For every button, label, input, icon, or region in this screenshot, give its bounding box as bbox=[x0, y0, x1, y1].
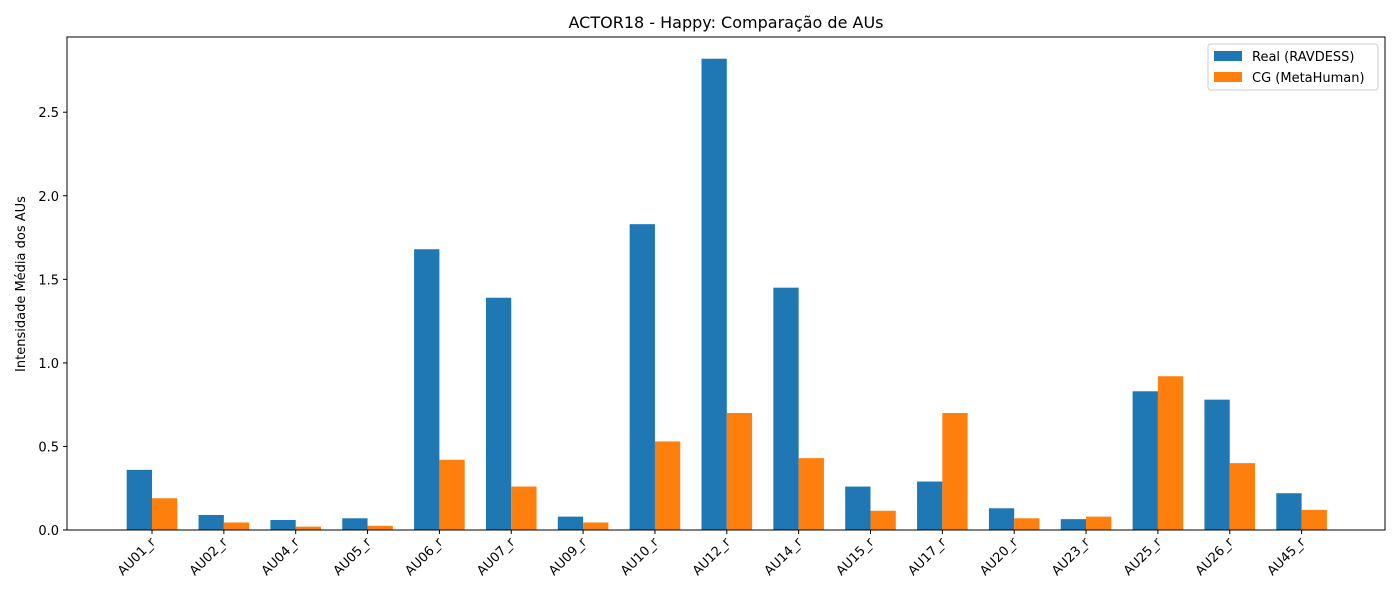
x-tick-label: AU45_r bbox=[1265, 535, 1309, 579]
x-tick-label: AU17_r bbox=[905, 535, 949, 579]
bar-real-au17-r bbox=[917, 481, 943, 530]
bar-cg-au06-r bbox=[439, 459, 465, 530]
bar-real-au23-r bbox=[1060, 519, 1087, 530]
bar-real-au10-r bbox=[629, 224, 655, 531]
bar-real-au01-r bbox=[126, 469, 152, 530]
x-tick-label: AU01_r bbox=[115, 535, 159, 579]
bar-cg-au10-r bbox=[654, 441, 681, 530]
bar-cg-au45-r bbox=[1301, 509, 1327, 530]
x-tick-label: AU10_r bbox=[618, 535, 662, 579]
bar-real-au25-r bbox=[1132, 391, 1158, 530]
bar-cg-au04-r bbox=[295, 526, 321, 530]
y-tick-label: 0.5 bbox=[38, 440, 59, 455]
bar-cg-au23-r bbox=[1086, 516, 1112, 530]
bar-cg-au01-r bbox=[152, 498, 178, 530]
bar-cg-au07-r bbox=[511, 486, 537, 530]
legend: Real (RAVDESS) CG (MetaHuman) bbox=[1207, 43, 1379, 91]
bar-cg-au15-r bbox=[870, 510, 896, 530]
bar-real-au45-r bbox=[1276, 493, 1302, 530]
x-tick-label: AU25_r bbox=[1121, 535, 1165, 579]
bar-real-au12-r bbox=[701, 58, 727, 530]
y-tick-label: 1.0 bbox=[38, 357, 59, 372]
y-axis-title: Intensidade Média dos AUs bbox=[14, 196, 29, 372]
x-tick-label: AU09_r bbox=[546, 535, 590, 579]
bar-real-au05-r bbox=[342, 518, 368, 530]
bar-cg-au20-r bbox=[1014, 518, 1040, 530]
bar-cg-au09-r bbox=[583, 522, 609, 530]
legend-swatch-real bbox=[1214, 51, 1242, 61]
y-tick-label: 2.0 bbox=[38, 190, 59, 205]
x-tick-label: AU07_r bbox=[474, 535, 518, 579]
x-tick-label: AU15_r bbox=[834, 535, 878, 579]
bar-real-au04-r bbox=[270, 519, 296, 530]
x-tick-label: AU23_r bbox=[1049, 535, 1093, 579]
x-tick-label: AU06_r bbox=[403, 535, 447, 579]
y-tick-label: 0.0 bbox=[38, 524, 59, 539]
chart-title: ACTOR18 - Happy: Comparação de AUs bbox=[569, 13, 884, 32]
y-tick-label: 1.5 bbox=[38, 273, 59, 288]
x-tick-label: AU14_r bbox=[762, 535, 806, 579]
plot-frame bbox=[66, 36, 1386, 531]
x-tick-label: AU02_r bbox=[187, 535, 231, 579]
bar-cg-au02-r bbox=[223, 522, 250, 530]
bar-real-au26-r bbox=[1204, 399, 1230, 530]
bar-cg-au12-r bbox=[726, 413, 753, 530]
bar-real-au07-r bbox=[485, 297, 512, 530]
bar-real-au06-r bbox=[414, 249, 440, 531]
x-tick-label: AU26_r bbox=[1193, 535, 1237, 579]
bars-group bbox=[126, 58, 1327, 531]
x-tick-label: AU05_r bbox=[331, 535, 375, 579]
legend-box bbox=[1207, 43, 1379, 91]
x-tick-label: AU12_r bbox=[690, 535, 734, 579]
x-tick-label: AU04_r bbox=[259, 535, 303, 579]
legend-label-real: Real (RAVDESS) bbox=[1252, 50, 1355, 65]
bar-real-au15-r bbox=[845, 486, 871, 530]
y-tick-label: 2.5 bbox=[38, 106, 59, 121]
bar-cg-au17-r bbox=[942, 413, 968, 530]
legend-label-cg: CG (MetaHuman) bbox=[1252, 71, 1365, 86]
y-axis: 0.0 0.5 1.0 1.5 2.0 2.5 bbox=[38, 106, 67, 539]
bar-cg-au05-r bbox=[367, 525, 393, 530]
x-axis: AU01_r AU02_r AU04_r AU05_r AU06_r AU07_r AU09… bbox=[115, 530, 1309, 579]
bar-real-au20-r bbox=[988, 508, 1015, 530]
bar-real-au02-r bbox=[198, 514, 224, 530]
x-tick-label: AU20_r bbox=[977, 535, 1021, 579]
legend-swatch-cg bbox=[1214, 72, 1242, 82]
bar-real-au14-r bbox=[773, 287, 799, 530]
bar-real-au09-r bbox=[557, 516, 584, 530]
bar-cg-au25-r bbox=[1157, 376, 1184, 530]
bar-cg-au26-r bbox=[1229, 463, 1256, 530]
bar-cg-au14-r bbox=[798, 458, 824, 530]
